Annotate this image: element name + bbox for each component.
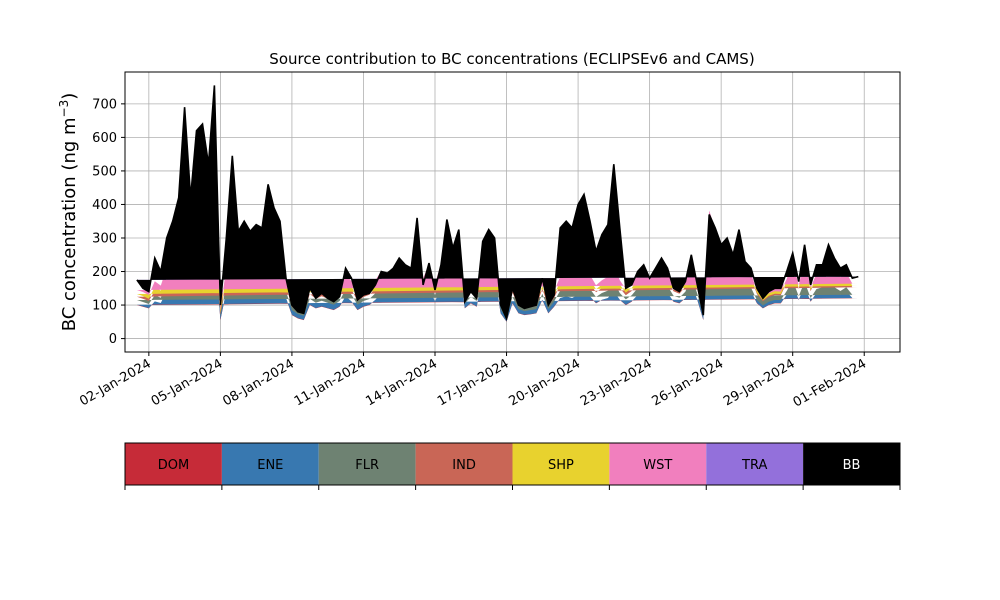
x-tick-label: 14-Jan-2024 [363, 356, 440, 409]
y-axis-label-superscript: −3 [57, 100, 71, 118]
x-tick-label: 01-Feb-2024 [791, 356, 870, 410]
y-axis-label-close: ) [59, 93, 80, 100]
y-axis-label: BC concentration (ng m−3) [57, 93, 80, 332]
y-axis-ticks: 0 100 200 300 400 500 600 700 [92, 97, 125, 347]
x-tick-label: 26-Jan-2024 [650, 356, 727, 409]
legend-label-tra: TRA [741, 458, 767, 473]
x-tick-label: 11-Jan-2024 [292, 356, 369, 409]
x-tick-label: 02-Jan-2024 [77, 356, 154, 409]
legend-swatch-tra [706, 443, 804, 485]
x-tick-label: 29-Jan-2024 [721, 356, 798, 409]
y-tick-label: 500 [92, 164, 117, 179]
legend-swatch-dom [125, 443, 222, 485]
legend-label-bb: BB [843, 458, 861, 473]
y-axis-label-main: BC concentration (ng m [59, 117, 80, 331]
legend-label-wst: WST [643, 458, 672, 473]
x-tick-label: 17-Jan-2024 [435, 356, 512, 409]
plot-frame [124, 71, 901, 353]
y-tick-label: 400 [92, 198, 117, 213]
x-tick-label: 05-Jan-2024 [149, 356, 226, 409]
legend-swatch-shp [512, 443, 610, 485]
legend-label-dom: DOM [158, 458, 189, 473]
y-tick-label: 600 [92, 131, 117, 146]
x-tick-label: 20-Jan-2024 [506, 356, 583, 409]
area-series-group [136, 85, 859, 322]
total-line [136, 85, 859, 322]
y-tick-label: 200 [92, 265, 117, 280]
legend-swatch-wst [609, 443, 707, 485]
grid [125, 72, 900, 352]
chart-title: Source contribution to BC concentrations… [269, 50, 754, 68]
x-axis-ticks: 02-Jan-202405-Jan-202408-Jan-202411-Jan-… [77, 352, 869, 410]
legend-swatch-flr [318, 443, 416, 485]
legend-swatch-ind [415, 443, 513, 485]
y-tick-label: 700 [92, 97, 117, 112]
legend-swatch-bb [803, 443, 900, 485]
legend-colorbar: DOM ENE FLR IND SHP WST TRA BB [124, 442, 901, 490]
legend-label-ind: IND [452, 458, 476, 473]
legend-frame [124, 442, 901, 486]
legend-label-flr: FLR [355, 458, 379, 473]
legend-label-ene: ENE [257, 458, 283, 473]
y-tick-label: 100 [92, 299, 117, 314]
x-tick-label: 23-Jan-2024 [578, 356, 655, 409]
legend-swatch-ene [221, 443, 319, 485]
legend-label-shp: SHP [548, 458, 574, 473]
y-tick-label: 0 [109, 332, 117, 347]
x-tick-label: 08-Jan-2024 [220, 356, 297, 409]
y-tick-label: 300 [92, 231, 117, 246]
